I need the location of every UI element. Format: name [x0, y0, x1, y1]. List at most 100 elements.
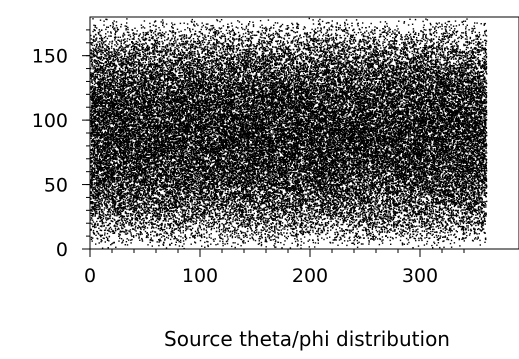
- data-point: [435, 86, 437, 88]
- data-point: [280, 197, 282, 200]
- data-point: [485, 150, 487, 152]
- data-point: [293, 135, 296, 137]
- data-point: [353, 236, 355, 238]
- data-point: [280, 25, 282, 27]
- data-point: [201, 245, 203, 247]
- data-point: [427, 50, 429, 53]
- data-point: [310, 192, 312, 194]
- data-point: [105, 62, 107, 64]
- data-point: [408, 31, 410, 33]
- data-point: [339, 46, 341, 49]
- data-point: [431, 50, 434, 53]
- data-point: [265, 246, 267, 248]
- data-point: [481, 44, 483, 47]
- data-point: [281, 56, 284, 58]
- data-point: [212, 38, 215, 40]
- data-point: [286, 226, 289, 228]
- data-point: [159, 224, 161, 226]
- data-point: [238, 72, 241, 74]
- data-point: [244, 130, 246, 132]
- data-point: [123, 190, 125, 193]
- data-point: [232, 84, 234, 86]
- data-point: [218, 137, 220, 139]
- data-point: [195, 88, 197, 90]
- data-point: [179, 76, 181, 79]
- data-point: [363, 44, 366, 46]
- data-point: [386, 215, 388, 218]
- data-point: [135, 103, 137, 105]
- data-point: [320, 92, 323, 94]
- data-point: [374, 213, 376, 215]
- data-point: [399, 239, 402, 242]
- data-point: [447, 54, 449, 56]
- data-point: [278, 206, 280, 209]
- data-point: [232, 37, 234, 39]
- data-point: [150, 100, 152, 103]
- data-point: [274, 113, 277, 115]
- data-point: [148, 57, 150, 59]
- data-point: [332, 242, 334, 244]
- data-point: [172, 204, 175, 207]
- data-point: [260, 222, 263, 225]
- data-point: [143, 212, 146, 214]
- data-point: [233, 199, 236, 201]
- data-point: [279, 133, 281, 135]
- data-point: [343, 45, 345, 47]
- data-point: [265, 115, 267, 118]
- data-point: [475, 127, 477, 129]
- data-point: [161, 40, 163, 43]
- data-point: [248, 80, 250, 83]
- data-point: [312, 106, 314, 108]
- data-point: [168, 42, 170, 44]
- data-point: [315, 63, 318, 65]
- data-point: [218, 85, 221, 87]
- data-point: [485, 116, 487, 119]
- data-point: [465, 69, 467, 71]
- data-point: [434, 192, 436, 194]
- data-point: [409, 46, 411, 48]
- data-point: [203, 147, 205, 149]
- data-point: [274, 228, 276, 230]
- data-point: [144, 128, 146, 130]
- data-point: [230, 223, 233, 225]
- data-point: [455, 51, 458, 53]
- data-point: [319, 153, 322, 156]
- data-point: [140, 206, 143, 209]
- data-point: [237, 27, 239, 29]
- data-point: [318, 22, 321, 25]
- data-point: [236, 88, 238, 90]
- data-point: [278, 29, 280, 31]
- data-point: [131, 238, 133, 241]
- data-point: [100, 229, 103, 232]
- data-point: [352, 56, 354, 59]
- data-point: [269, 178, 272, 180]
- data-point: [262, 229, 265, 231]
- data-point: [94, 112, 96, 114]
- data-point: [402, 102, 405, 104]
- data-point: [274, 227, 276, 229]
- data-point: [245, 32, 247, 34]
- data-point: [153, 78, 155, 81]
- data-point: [94, 167, 96, 169]
- data-point: [386, 22, 388, 25]
- data-point: [98, 213, 101, 216]
- data-point: [399, 217, 402, 219]
- data-point: [291, 95, 293, 97]
- data-point: [291, 222, 293, 224]
- data-point: [165, 31, 167, 33]
- data-point: [484, 22, 486, 25]
- data-point: [201, 198, 203, 201]
- data-point: [294, 111, 296, 113]
- data-point: [332, 86, 334, 89]
- data-point: [174, 46, 176, 49]
- data-point: [410, 142, 413, 144]
- data-point: [345, 216, 347, 219]
- data-point: [467, 193, 469, 196]
- data-point: [96, 177, 98, 179]
- data-point: [229, 77, 231, 79]
- data-point: [167, 170, 170, 173]
- data-point: [120, 217, 123, 219]
- data-point: [267, 74, 269, 77]
- data-point: [139, 102, 142, 104]
- data-point: [149, 123, 152, 126]
